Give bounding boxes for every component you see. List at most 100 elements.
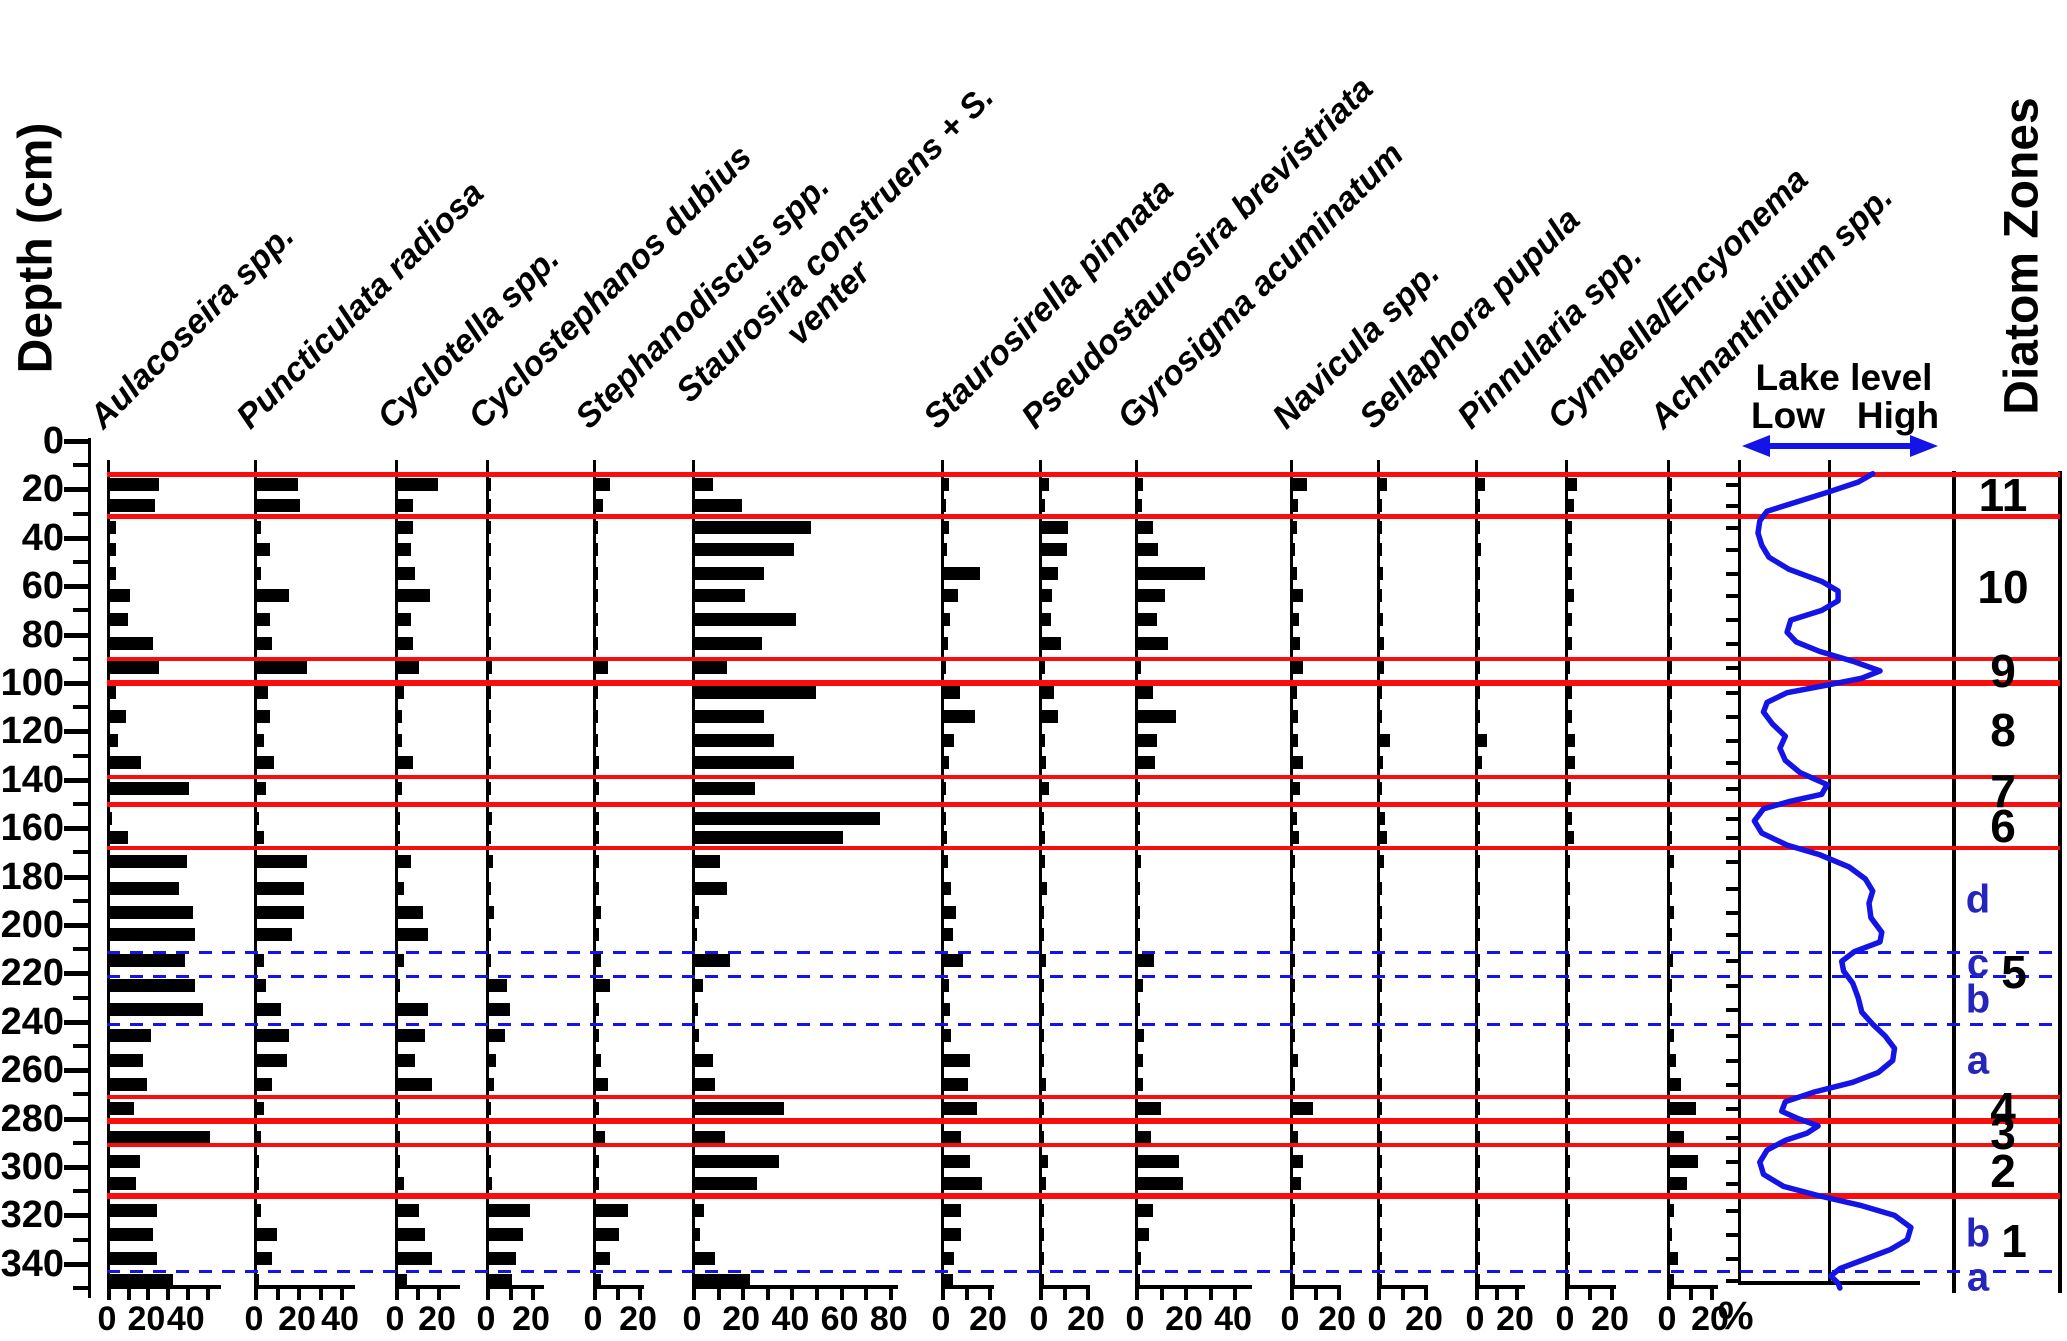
abundance-bar: [396, 1273, 407, 1287]
abundance-bar: [1136, 811, 1140, 825]
abundance-bar: [1668, 709, 1672, 723]
zone-boundary-red-line: [107, 775, 2060, 780]
abundance-bar: [487, 782, 491, 796]
abundance-bar: [693, 1029, 700, 1043]
abundance-bar: [693, 1227, 701, 1241]
lake-panel-tick: [1726, 1034, 1738, 1039]
depth-tick: [73, 560, 88, 564]
zones-column-right-line: [2058, 471, 2062, 1293]
lake-panel-tick: [1726, 910, 1738, 915]
subzone-boundary-dashed-line: [107, 1023, 2060, 1027]
subzone-letter: b: [1965, 1211, 1991, 1256]
axis-tick: [1135, 1285, 1139, 1300]
abundance-bar: [1136, 1101, 1161, 1115]
abundance-bar: [1291, 855, 1295, 869]
abundance-bar: [487, 709, 491, 723]
low-high-arrow-head: [1910, 435, 1938, 457]
abundance-bar: [396, 637, 413, 651]
zone-number: 7: [1990, 764, 2016, 817]
abundance-bar: [108, 499, 156, 513]
abundance-bar: [1476, 637, 1480, 651]
abundance-bar: [396, 855, 411, 869]
column-axis-line: [395, 460, 398, 1288]
abundance-bar: [1566, 927, 1570, 941]
abundance-bar: [942, 782, 946, 796]
lake-panel-tick: [1726, 714, 1738, 719]
abundance-bar: [1136, 927, 1140, 941]
abundance-bar: [1378, 1273, 1382, 1287]
abundance-bar: [255, 811, 259, 825]
abundance-bar: [594, 905, 601, 919]
abundance-bar: [693, 588, 745, 602]
abundance-bar: [693, 830, 844, 844]
abundance-bar: [1566, 811, 1572, 825]
abundance-bar: [693, 1130, 725, 1144]
abundance-bar: [255, 855, 307, 869]
abundance-bar: [942, 881, 952, 895]
abundance-bar: [1040, 613, 1052, 627]
axis-tick-label: 0: [1657, 1300, 1677, 1338]
abundance-bar: [1136, 905, 1141, 919]
abundance-bar: [1378, 709, 1382, 723]
axis-tick-label: 0: [244, 1300, 264, 1338]
axis-tick: [254, 1285, 258, 1300]
abundance-bar: [693, 499, 743, 513]
abundance-bar: [108, 613, 128, 627]
abundance-bar: [1668, 782, 1672, 796]
abundance-bar: [1476, 954, 1481, 968]
abundance-bar: [1291, 755, 1303, 769]
axis-tick: [107, 1285, 111, 1300]
axis-tick-label: 20: [1067, 1300, 1105, 1338]
abundance-bar: [1040, 927, 1044, 941]
axis-tick: [1337, 1285, 1341, 1300]
abundance-bar: [487, 811, 492, 825]
abundance-bar: [693, 782, 755, 796]
abundance-bar: [255, 1053, 288, 1067]
abundance-bar: [1136, 477, 1144, 491]
abundance-bar: [942, 1273, 953, 1287]
abundance-bar: [1378, 1176, 1382, 1190]
abundance-bar: [487, 661, 492, 675]
abundance-bar: [1668, 1227, 1673, 1241]
axis-tick: [864, 1285, 869, 1300]
axis-tick: [1667, 1285, 1671, 1300]
abundance-bar: [255, 830, 264, 844]
abundance-bar: [1040, 1029, 1045, 1043]
column-axis-line: [1377, 460, 1380, 1288]
abundance-bar: [1291, 905, 1295, 919]
abundance-bar: [108, 811, 112, 825]
abundance-bar: [1291, 1130, 1299, 1144]
axis-tick: [126, 1285, 131, 1300]
abundance-bar: [1291, 1203, 1295, 1217]
lake-panel-tick: [1726, 572, 1738, 577]
abundance-bar: [255, 1029, 290, 1043]
abundance-bar: [1136, 855, 1141, 869]
axis-tick-label: 20: [1405, 1300, 1443, 1338]
axis-tick-label: 20: [1318, 1300, 1356, 1338]
abundance-bar: [396, 521, 413, 535]
depth-tick: [73, 1092, 88, 1097]
abundance-bar: [693, 881, 728, 895]
depth-tick: [73, 463, 88, 468]
abundance-bar: [487, 1053, 496, 1067]
column-axis-line: [1565, 460, 1568, 1288]
abundance-bar: [1476, 1101, 1480, 1115]
abundance-bar: [1040, 542, 1068, 556]
axis-tick-label: 0: [476, 1300, 496, 1338]
depth-tick-label: 340: [0, 1242, 64, 1285]
abundance-bar: [693, 1101, 785, 1115]
zone-number: 6: [1990, 799, 2016, 852]
abundance-bar: [942, 954, 964, 968]
abundance-bar: [942, 1130, 961, 1144]
abundance-bar: [255, 1077, 273, 1091]
axis-tick: [1208, 1285, 1213, 1300]
abundance-bar: [594, 755, 599, 769]
abundance-bar: [1378, 588, 1382, 602]
axis-tick: [297, 1285, 301, 1300]
abundance-bar: [1566, 755, 1575, 769]
abundance-bar: [1136, 499, 1142, 513]
depth-tick-label: 60: [21, 565, 64, 608]
depth-tick: [73, 1044, 88, 1048]
abundance-bar: [255, 685, 268, 699]
lake-panel-tick: [1726, 816, 1738, 821]
